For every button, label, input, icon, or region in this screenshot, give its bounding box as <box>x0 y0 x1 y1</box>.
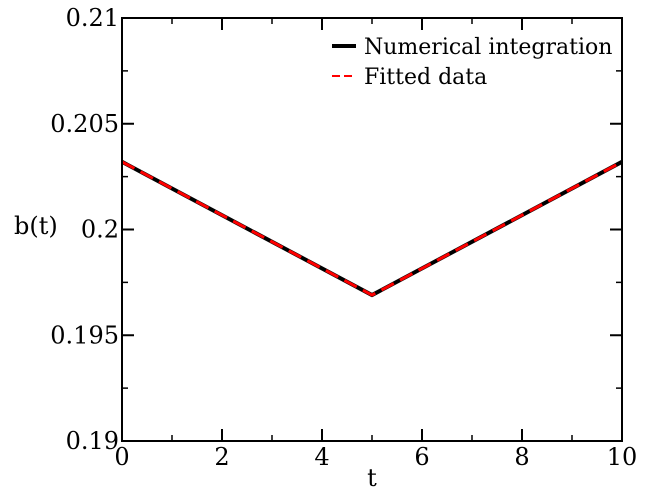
y-tick-label: 0.2 <box>81 216 119 244</box>
x-axis-label: t <box>367 464 377 491</box>
y-tick-label: 0.205 <box>50 110 119 138</box>
x-tick-label: 0 <box>114 443 129 471</box>
legend-label-fitted-data: Fitted data <box>364 65 487 90</box>
y-axis-label: b(t) <box>14 212 58 240</box>
y-tick-label: 0.19 <box>66 427 119 455</box>
series-line-numerical-integration <box>121 160 623 298</box>
x-tick-label: 8 <box>514 443 529 471</box>
y-tick-label: 0.21 <box>66 4 119 32</box>
legend: Numerical integration Fitted data <box>332 35 612 90</box>
plot-marks <box>121 160 623 298</box>
legend-label-numerical-integration: Numerical integration <box>364 35 612 60</box>
x-tick-label: 2 <box>214 443 229 471</box>
x-tick-label: 4 <box>314 443 329 471</box>
plot-frame <box>121 17 623 442</box>
series-line-fitted-data <box>121 160 623 297</box>
axis-ticks: 0 2 4 6 8 10 0.19 0.195 0.2 0.205 0.21 <box>50 4 637 471</box>
y-tick-label: 0.195 <box>50 321 119 349</box>
x-tick-label: 10 <box>607 443 638 471</box>
x-tick-label: 6 <box>414 443 429 471</box>
